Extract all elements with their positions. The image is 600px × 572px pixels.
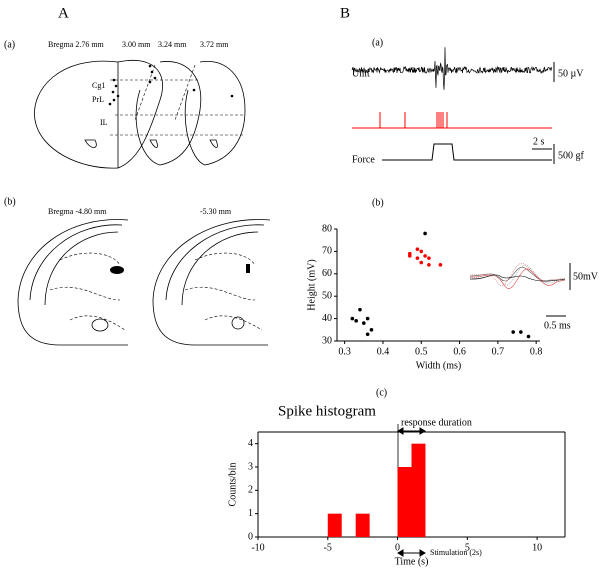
panel-label: A	[58, 5, 69, 21]
scatter-point	[350, 316, 355, 321]
x-tick-label: 0.6	[453, 346, 466, 357]
y-tick-label: 40	[322, 313, 332, 324]
x-tick-label: 0.7	[492, 346, 505, 357]
atlas-label: -5.30 mm	[200, 207, 232, 216]
panel-label: (b)	[372, 197, 384, 208]
scatter-point	[369, 328, 374, 332]
x-tick-label: -5	[324, 542, 332, 553]
scale-label: 50 µV	[558, 68, 584, 79]
y-tick-label: 4	[248, 438, 253, 449]
x-tick-label: 0.8	[530, 346, 543, 357]
scatter-point	[423, 231, 427, 236]
y-tick-label: 60	[322, 268, 332, 279]
scatter-point	[415, 256, 420, 260]
atlas-sections-bottom	[17, 219, 271, 346]
scatter-point	[438, 263, 443, 267]
y-tick-label: 3	[248, 461, 253, 472]
scale-label: 50mV	[573, 271, 599, 282]
scatter-point	[354, 319, 358, 323]
trace-label: Unit	[352, 68, 370, 79]
region-label: IL	[100, 118, 108, 127]
panel-label: B	[340, 5, 350, 21]
annotation: Stimulation (2s)	[430, 548, 482, 557]
waveforms	[469, 263, 566, 289]
y-axis-label: Height (mV)	[306, 259, 317, 310]
histogram-bar	[411, 443, 426, 537]
x-tick-label: 0	[395, 542, 400, 553]
panel-label: (a)	[4, 39, 15, 50]
scatter-point	[415, 247, 420, 251]
histogram-bar	[397, 467, 412, 537]
x-tick-label: 10	[532, 542, 542, 553]
x-tick-label: 0.4	[377, 346, 390, 357]
scatter-point	[362, 321, 366, 325]
x-axis-label: Width (ms)	[416, 360, 461, 371]
y-tick-label: 0	[248, 531, 253, 542]
atlas-label: Bregma 2.76 mm	[48, 40, 105, 49]
scatter-point	[407, 254, 412, 258]
y-tick-label: 70	[322, 246, 332, 257]
scatter-point	[526, 334, 531, 339]
atlas-sections-top	[34, 59, 246, 169]
x-tick-label: -10	[251, 542, 264, 553]
x-tick-label: 5	[465, 542, 470, 553]
panel-label: (b)	[4, 196, 16, 207]
scatter-point	[427, 256, 431, 260]
y-tick-label: 30	[322, 335, 332, 346]
panel-label: (a)	[372, 37, 383, 48]
y-tick-label: 80	[322, 223, 332, 234]
scatter-point	[365, 332, 370, 337]
scatter-point	[365, 316, 370, 321]
histogram-bar	[355, 513, 370, 537]
scale-label: 2 s	[533, 136, 545, 147]
scatter-point	[423, 254, 427, 258]
panel-label: (c)	[376, 387, 387, 398]
y-axis-label: Counts/bin	[227, 463, 238, 507]
unit-trace	[351, 47, 553, 90]
spike-raster	[352, 112, 552, 129]
scatter-point	[511, 330, 515, 334]
region-label: Cg1	[92, 81, 105, 90]
atlas-label: 3.72 mm	[200, 40, 229, 49]
x-tick-label: 0.5	[415, 346, 428, 357]
scatter-point	[419, 249, 424, 254]
force-trace	[382, 143, 552, 161]
y-tick-label: 1	[248, 508, 253, 519]
y-tick-label: 50	[322, 290, 332, 301]
y-tick-label: 2	[248, 485, 253, 496]
annotation: response duration	[401, 417, 472, 428]
scale-label: 500 gf	[558, 150, 585, 161]
atlas-label: 3.00 mm	[122, 40, 151, 49]
chart-title: Spike histogram	[278, 403, 376, 419]
scatter-point	[358, 307, 362, 312]
scale-label: 0.5 ms	[544, 320, 571, 331]
scatter-point	[419, 260, 424, 265]
histogram-bar	[327, 513, 342, 537]
x-axis-label: Time (s)	[395, 556, 429, 567]
x-tick-label: 0.3	[338, 346, 351, 357]
scatter-point	[519, 330, 523, 334]
region-label: PrL	[92, 95, 104, 104]
scatter-point	[427, 263, 431, 267]
atlas-label: 3.24 mm	[158, 40, 187, 49]
atlas-label: Bregma -4.80 mm	[48, 207, 107, 216]
trace-label: Force	[352, 154, 375, 165]
